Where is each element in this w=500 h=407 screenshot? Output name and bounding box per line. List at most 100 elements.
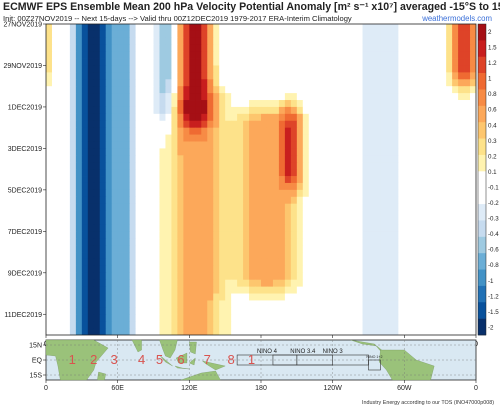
- heatmap-cell: [255, 72, 262, 80]
- heatmap-cell: [374, 169, 381, 177]
- heatmap-cell: [219, 307, 226, 315]
- heatmap-cell: [368, 65, 375, 73]
- heatmap-cell: [290, 127, 298, 135]
- heatmap-cell: [440, 217, 447, 225]
- heatmap-cell: [470, 189, 476, 198]
- heatmap-cell: [249, 162, 256, 170]
- heatmap-cell: [261, 30, 268, 39]
- heatmap-cell: [51, 162, 59, 170]
- heatmap-cell: [386, 65, 393, 73]
- heatmap-cell: [314, 86, 322, 94]
- heatmap-cell: [249, 265, 256, 274]
- heatmap-cell: [410, 300, 417, 308]
- heatmap-cell: [356, 24, 363, 32]
- heatmap-cell: [135, 293, 142, 301]
- map-lat-label: EQ: [32, 358, 43, 365]
- heatmap-cell: [177, 30, 184, 39]
- heatmap-cell: [129, 300, 136, 308]
- heatmap-cell: [326, 321, 334, 329]
- nino-box: [368, 359, 381, 371]
- heatmap-cell: [231, 58, 238, 66]
- heatmap-cell: [278, 37, 286, 46]
- heatmap-cell: [272, 155, 280, 163]
- heatmap-cell: [452, 217, 459, 225]
- source-link[interactable]: weathermodels.com: [422, 14, 492, 23]
- heatmap-cell: [374, 321, 381, 329]
- heatmap-cell: [189, 314, 196, 322]
- heatmap-cell: [123, 258, 131, 267]
- heatmap-cell: [398, 79, 405, 87]
- heatmap-cell: [177, 51, 184, 59]
- colorbar-frame: [477, 23, 487, 336]
- heatmap-cell: [308, 252, 316, 260]
- heatmap-cell: [87, 30, 95, 39]
- heatmap-cell: [452, 189, 459, 198]
- heatmap-cell: [380, 328, 387, 335]
- colorbar-label: 1: [488, 76, 492, 83]
- heatmap-cell: [195, 106, 202, 115]
- heatmap-cell: [314, 328, 322, 335]
- heatmap-cell: [129, 328, 136, 335]
- heatmap-cell: [195, 307, 202, 315]
- heatmap-cell: [255, 79, 262, 87]
- heatmap-cell: [201, 162, 208, 170]
- heatmap-cell: [231, 162, 238, 170]
- heatmap-cell: [219, 182, 226, 191]
- heatmap-cell: [308, 127, 316, 135]
- heatmap-cell: [398, 245, 405, 253]
- heatmap-cell: [255, 37, 262, 46]
- heatmap-cell: [69, 162, 77, 170]
- heatmap-cell: [368, 169, 375, 177]
- heatmap-cell: [159, 162, 166, 170]
- heatmap-cell: [105, 24, 113, 32]
- heatmap-cell: [57, 328, 65, 335]
- heatmap-cell: [272, 44, 280, 53]
- heatmap-cell: [320, 265, 328, 274]
- heatmap-cell: [356, 245, 363, 253]
- heatmap-cell: [344, 51, 351, 59]
- heatmap-cell: [380, 141, 387, 149]
- heatmap-cell: [368, 79, 375, 87]
- heatmap-cell: [183, 176, 190, 184]
- heatmap-cell: [464, 134, 471, 142]
- heatmap-cell: [189, 293, 196, 301]
- heatmap-cell: [99, 58, 107, 66]
- heatmap-cell: [141, 203, 148, 211]
- heatmap-cell: [422, 148, 429, 156]
- heatmap-cell: [434, 86, 441, 94]
- heatmap-cell: [201, 169, 208, 177]
- heatmap-cells: [46, 24, 476, 335]
- heatmap-cell: [392, 252, 399, 260]
- heatmap-cell: [165, 252, 172, 260]
- heatmap-cell: [350, 30, 357, 39]
- nino-label: NINO 4: [257, 349, 278, 355]
- heatmap-cell: [272, 51, 280, 59]
- heatmap-cell: [266, 24, 274, 32]
- heatmap-cell: [123, 279, 131, 288]
- heatmap-cell: [147, 238, 154, 246]
- heatmap-cell: [189, 106, 196, 115]
- heatmap-cell: [278, 238, 286, 246]
- heatmap-cell: [458, 238, 465, 246]
- y-tick-label: 1DEC2019: [8, 104, 42, 111]
- heatmap-cell: [368, 231, 375, 239]
- heatmap-cell: [266, 224, 274, 232]
- heatmap-cell: [308, 196, 316, 205]
- heatmap-cell: [243, 30, 250, 39]
- heatmap-cell: [189, 189, 196, 198]
- heatmap-cell: [350, 141, 357, 149]
- heatmap-cell: [255, 113, 262, 122]
- heatmap-cell: [446, 189, 453, 198]
- heatmap-cell: [219, 189, 226, 198]
- heatmap-cell: [344, 79, 351, 87]
- heatmap-cell: [255, 141, 262, 149]
- heatmap-cell: [105, 44, 113, 53]
- heatmap-cell: [464, 176, 471, 184]
- heatmap-cell: [440, 106, 447, 115]
- heatmap-cell: [446, 279, 453, 288]
- heatmap-cell: [422, 86, 429, 94]
- heatmap-cell: [356, 189, 363, 198]
- heatmap-cell: [368, 72, 375, 80]
- heatmap-cell: [153, 231, 160, 239]
- heatmap-cell: [255, 127, 262, 135]
